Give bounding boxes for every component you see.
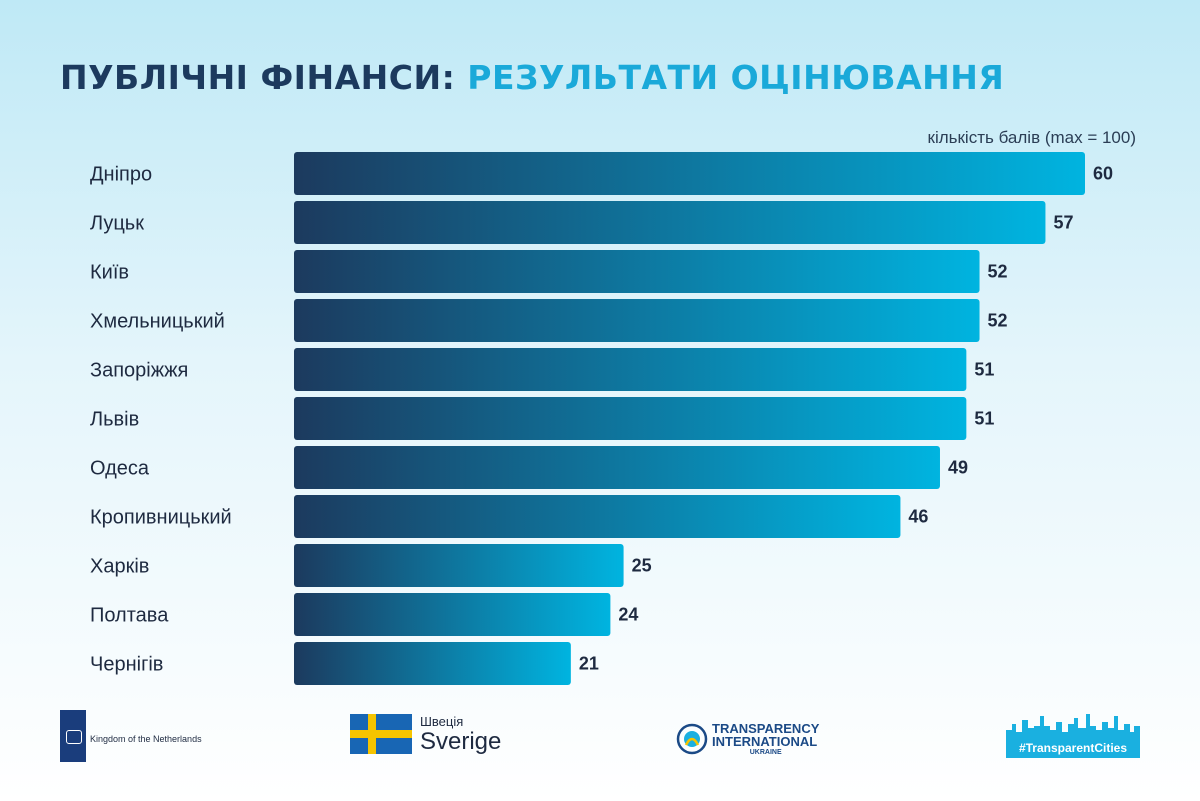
bar xyxy=(294,642,571,685)
transparency-international-icon xyxy=(676,723,708,755)
bar xyxy=(294,299,980,342)
bar xyxy=(294,593,611,636)
category-label: Чернігів xyxy=(90,654,163,676)
ti-line-1: TRANSPARENCY xyxy=(712,721,820,736)
category-label: Запоріжжя xyxy=(90,360,188,382)
bar xyxy=(294,250,980,293)
transparency-international-logo: TRANSPARENCY INTERNATIONAL UKRAINE xyxy=(676,722,819,756)
ti-line-3: UKRAINE xyxy=(749,749,782,756)
page-title: ПУБЛІЧНІ ФІНАНСИ: РЕЗУЛЬТАТИ ОЦІНЮВАННЯ xyxy=(60,58,1004,97)
transparent-cities-logo: #TransparentCities xyxy=(1006,712,1140,758)
value-label: 60 xyxy=(1093,164,1113,184)
bar xyxy=(294,446,940,489)
bar xyxy=(294,495,901,538)
bars-group: Дніпро 60 Луцьк 57 Київ 52 Хмельницький 52 Запор… xyxy=(90,152,1113,685)
value-label: 24 xyxy=(618,605,638,625)
bar xyxy=(294,397,967,440)
bar xyxy=(294,544,624,587)
footer-logos: Kingdom of the Netherlands Швеція Sverig… xyxy=(0,700,1200,780)
value-label: 51 xyxy=(974,409,994,429)
sweden-logo: Швеція Sverige xyxy=(350,714,501,754)
category-label: Харків xyxy=(90,556,149,578)
ti-line-2: INTERNATIONAL xyxy=(712,734,818,749)
netherlands-text: Kingdom of the Netherlands xyxy=(90,734,202,744)
sweden-flag-icon xyxy=(350,714,412,754)
category-label: Луцьк xyxy=(90,213,144,235)
value-label: 49 xyxy=(948,458,968,478)
netherlands-emblem-icon xyxy=(60,710,86,762)
sweden-label-big: Sverige xyxy=(420,727,502,755)
bar-chart: Дніпро 60 Луцьк 57 Київ 52 Хмельницький 52 Запор… xyxy=(90,152,1113,685)
value-label: 46 xyxy=(908,507,928,527)
value-label: 25 xyxy=(632,556,652,576)
category-label: Дніпро xyxy=(90,164,152,186)
value-label: 52 xyxy=(988,262,1008,282)
bar xyxy=(294,348,967,391)
sweden-label-small: Швеція xyxy=(420,713,464,729)
title-part-1: ПУБЛІЧНІ ФІНАНСИ: xyxy=(60,58,456,97)
value-label: 57 xyxy=(1053,213,1073,233)
transparent-cities-tag: #TransparentCities xyxy=(1006,738,1140,758)
bar xyxy=(294,152,1085,195)
city-skyline-icon xyxy=(1006,714,1140,738)
category-label: Кропивницький xyxy=(90,507,232,529)
category-label: Київ xyxy=(90,262,129,284)
category-label: Одеса xyxy=(90,458,150,480)
category-label: Хмельницький xyxy=(90,311,225,333)
value-label: 21 xyxy=(579,654,599,674)
value-label: 52 xyxy=(988,311,1008,331)
value-label: 51 xyxy=(974,360,994,380)
bar xyxy=(294,201,1046,244)
title-part-2: РЕЗУЛЬТАТИ ОЦІНЮВАННЯ xyxy=(467,58,1005,97)
category-label: Львів xyxy=(90,409,139,431)
unit-label: кількість балів (max = 100) xyxy=(927,128,1137,147)
category-label: Полтава xyxy=(90,605,169,627)
netherlands-logo: Kingdom of the Netherlands xyxy=(60,710,202,762)
